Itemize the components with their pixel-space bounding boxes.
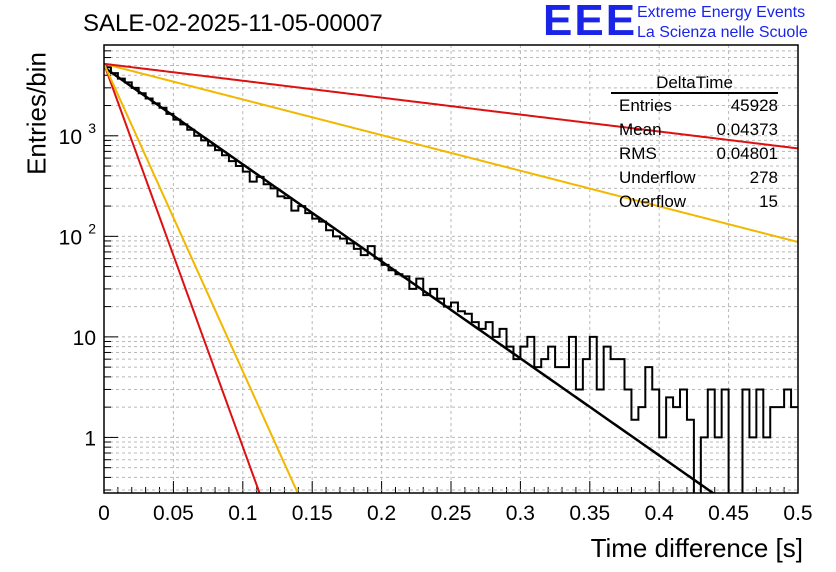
- stats-value: 15: [759, 192, 778, 211]
- eee-caption-line2: La Scienza nelle Scuole: [637, 24, 808, 41]
- x-tick-label: 0.3: [506, 502, 535, 525]
- x-tick-label: 0: [98, 502, 110, 525]
- eee-caption: Extreme Energy Events La Scienza nelle S…: [637, 3, 808, 43]
- stats-value: 0.04373: [716, 120, 778, 139]
- x-tick-label: 0.25: [431, 502, 472, 525]
- x-tick-label: 0.4: [645, 502, 675, 525]
- stats-label: RMS: [619, 144, 657, 163]
- stats-row-overflow: Overflow 15: [611, 190, 778, 214]
- stats-value: 278: [749, 168, 778, 187]
- stats-label: Entries: [619, 96, 672, 115]
- plot-frame: [103, 44, 799, 494]
- x-axis-label: Time difference [s]: [590, 533, 803, 563]
- stats-label: Overflow: [619, 192, 687, 211]
- curve-red-flat: [104, 62, 798, 150]
- stats-value: 0.04801: [716, 144, 778, 163]
- x-tick-label: 0.5: [783, 502, 812, 525]
- x-tick-label: 0.35: [569, 502, 610, 525]
- stats-label: Mean: [619, 120, 662, 139]
- x-tick-label: 0.15: [292, 502, 333, 525]
- y-tick-label: 10: [59, 226, 82, 249]
- stats-value: 45928: [730, 96, 778, 115]
- y-axis-label: Entries/bin: [21, 52, 52, 175]
- curve-orange-steep: [104, 63, 299, 493]
- y-tick-label: 10: [73, 327, 96, 350]
- curve-fit: [104, 66, 716, 493]
- y-tick-exponent: 2: [88, 220, 96, 236]
- stats-row-underflow: Underflow 278: [611, 166, 778, 190]
- stats-row-entries: Entries 45928: [611, 94, 778, 118]
- histogram-deltatime: [104, 66, 798, 493]
- y-tick-exponent: 3: [88, 120, 96, 136]
- curve-orange-flat: [104, 62, 798, 243]
- y-tick-label: 1: [84, 427, 96, 450]
- chart-title: SALE-02-2025-11-05-00007: [83, 10, 383, 37]
- eee-caption-line1: Extreme Energy Events: [637, 4, 806, 21]
- x-tick-label: 0.05: [153, 502, 194, 525]
- eee-logo: EEE: [543, 0, 638, 45]
- y-tick-label: 10: [59, 126, 82, 149]
- stats-title: DeltaTime: [611, 73, 778, 94]
- stats-label: Underflow: [619, 168, 696, 187]
- stats-box: DeltaTime Entries 45928 Mean 0.04373 RMS 0.…: [611, 73, 778, 214]
- x-tick-label: 0.45: [708, 502, 749, 525]
- curve-red-steep: [104, 63, 261, 493]
- x-tick-label: 0.2: [367, 502, 396, 525]
- stats-row-mean: Mean 0.04373: [611, 118, 778, 142]
- stats-row-rms: RMS 0.04801: [611, 142, 778, 166]
- x-tick-label: 0.1: [228, 502, 257, 525]
